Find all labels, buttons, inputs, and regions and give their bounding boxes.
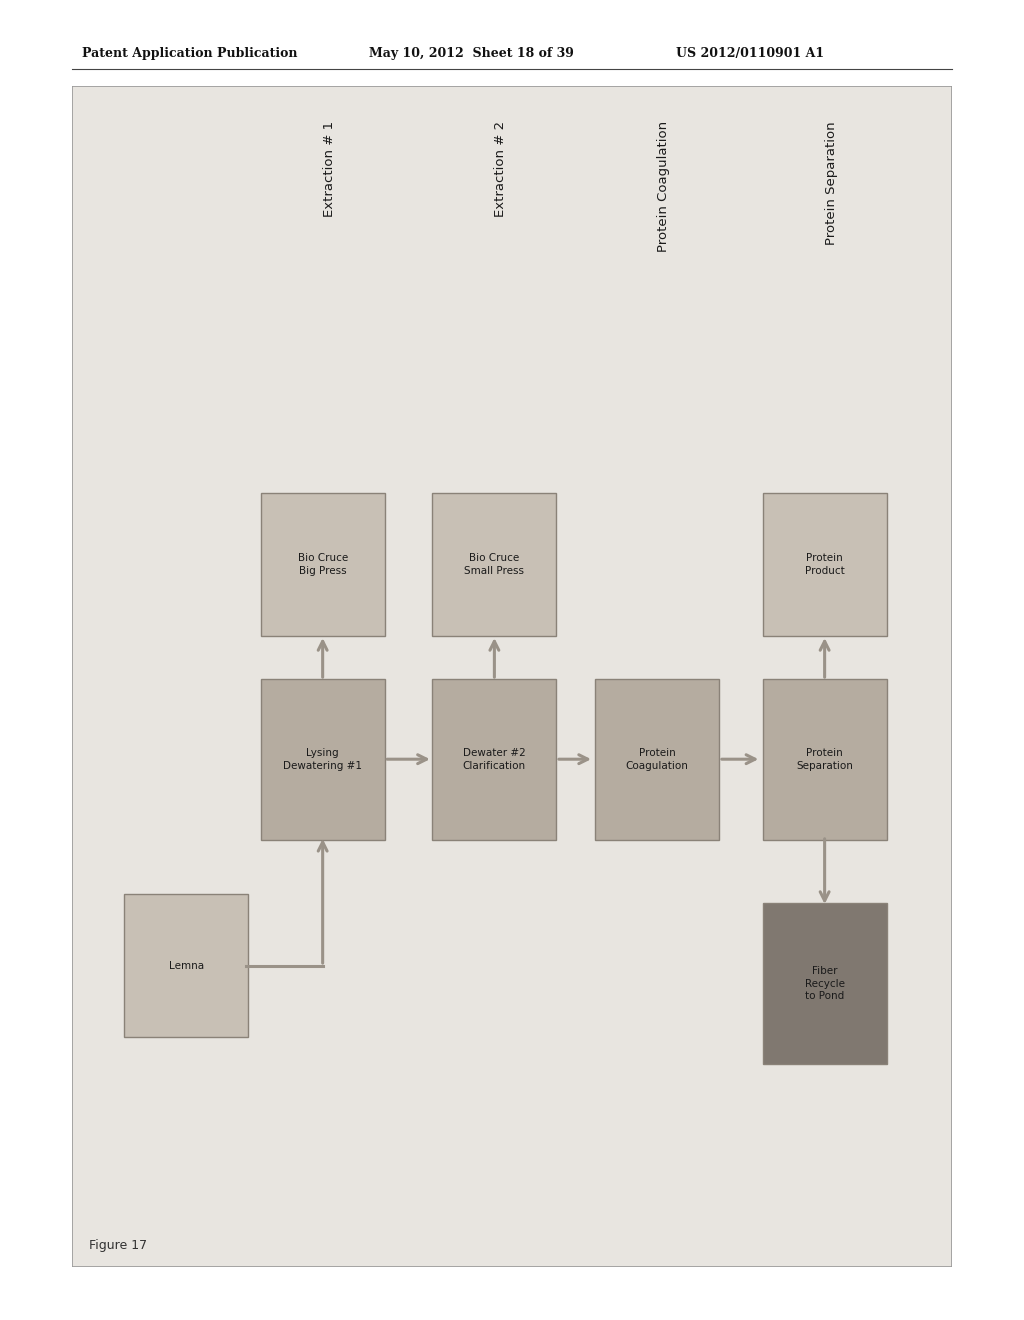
Text: Protein Coagulation: Protein Coagulation [657,121,671,252]
FancyBboxPatch shape [72,86,952,1267]
Text: Protein Separation: Protein Separation [824,121,838,246]
Text: Protein
Product: Protein Product [805,553,845,576]
Text: Bio Cruce
Small Press: Bio Cruce Small Press [465,553,524,576]
Text: May 10, 2012  Sheet 18 of 39: May 10, 2012 Sheet 18 of 39 [369,46,573,59]
Text: Patent Application Publication: Patent Application Publication [82,46,297,59]
Text: Bio Cruce
Big Press: Bio Cruce Big Press [298,553,348,576]
Text: Figure 17: Figure 17 [89,1239,147,1253]
FancyBboxPatch shape [432,492,556,636]
Text: Dewater #2
Clarification: Dewater #2 Clarification [463,748,526,771]
Text: Extraction # 1: Extraction # 1 [323,121,336,218]
Text: Protein
Coagulation: Protein Coagulation [626,748,689,771]
FancyBboxPatch shape [763,678,887,840]
Text: Lysing
Dewatering #1: Lysing Dewatering #1 [284,748,362,771]
Text: Fiber
Recycle
to Pond: Fiber Recycle to Pond [805,966,845,1002]
FancyBboxPatch shape [432,678,556,840]
FancyBboxPatch shape [763,492,887,636]
FancyBboxPatch shape [260,492,385,636]
FancyBboxPatch shape [763,903,887,1064]
FancyBboxPatch shape [124,895,248,1038]
Text: Extraction # 2: Extraction # 2 [495,121,507,218]
Text: Lemna: Lemna [169,961,204,972]
Text: Protein
Separation: Protein Separation [797,748,853,771]
Text: US 2012/0110901 A1: US 2012/0110901 A1 [676,46,824,59]
FancyBboxPatch shape [595,678,720,840]
FancyBboxPatch shape [260,678,385,840]
